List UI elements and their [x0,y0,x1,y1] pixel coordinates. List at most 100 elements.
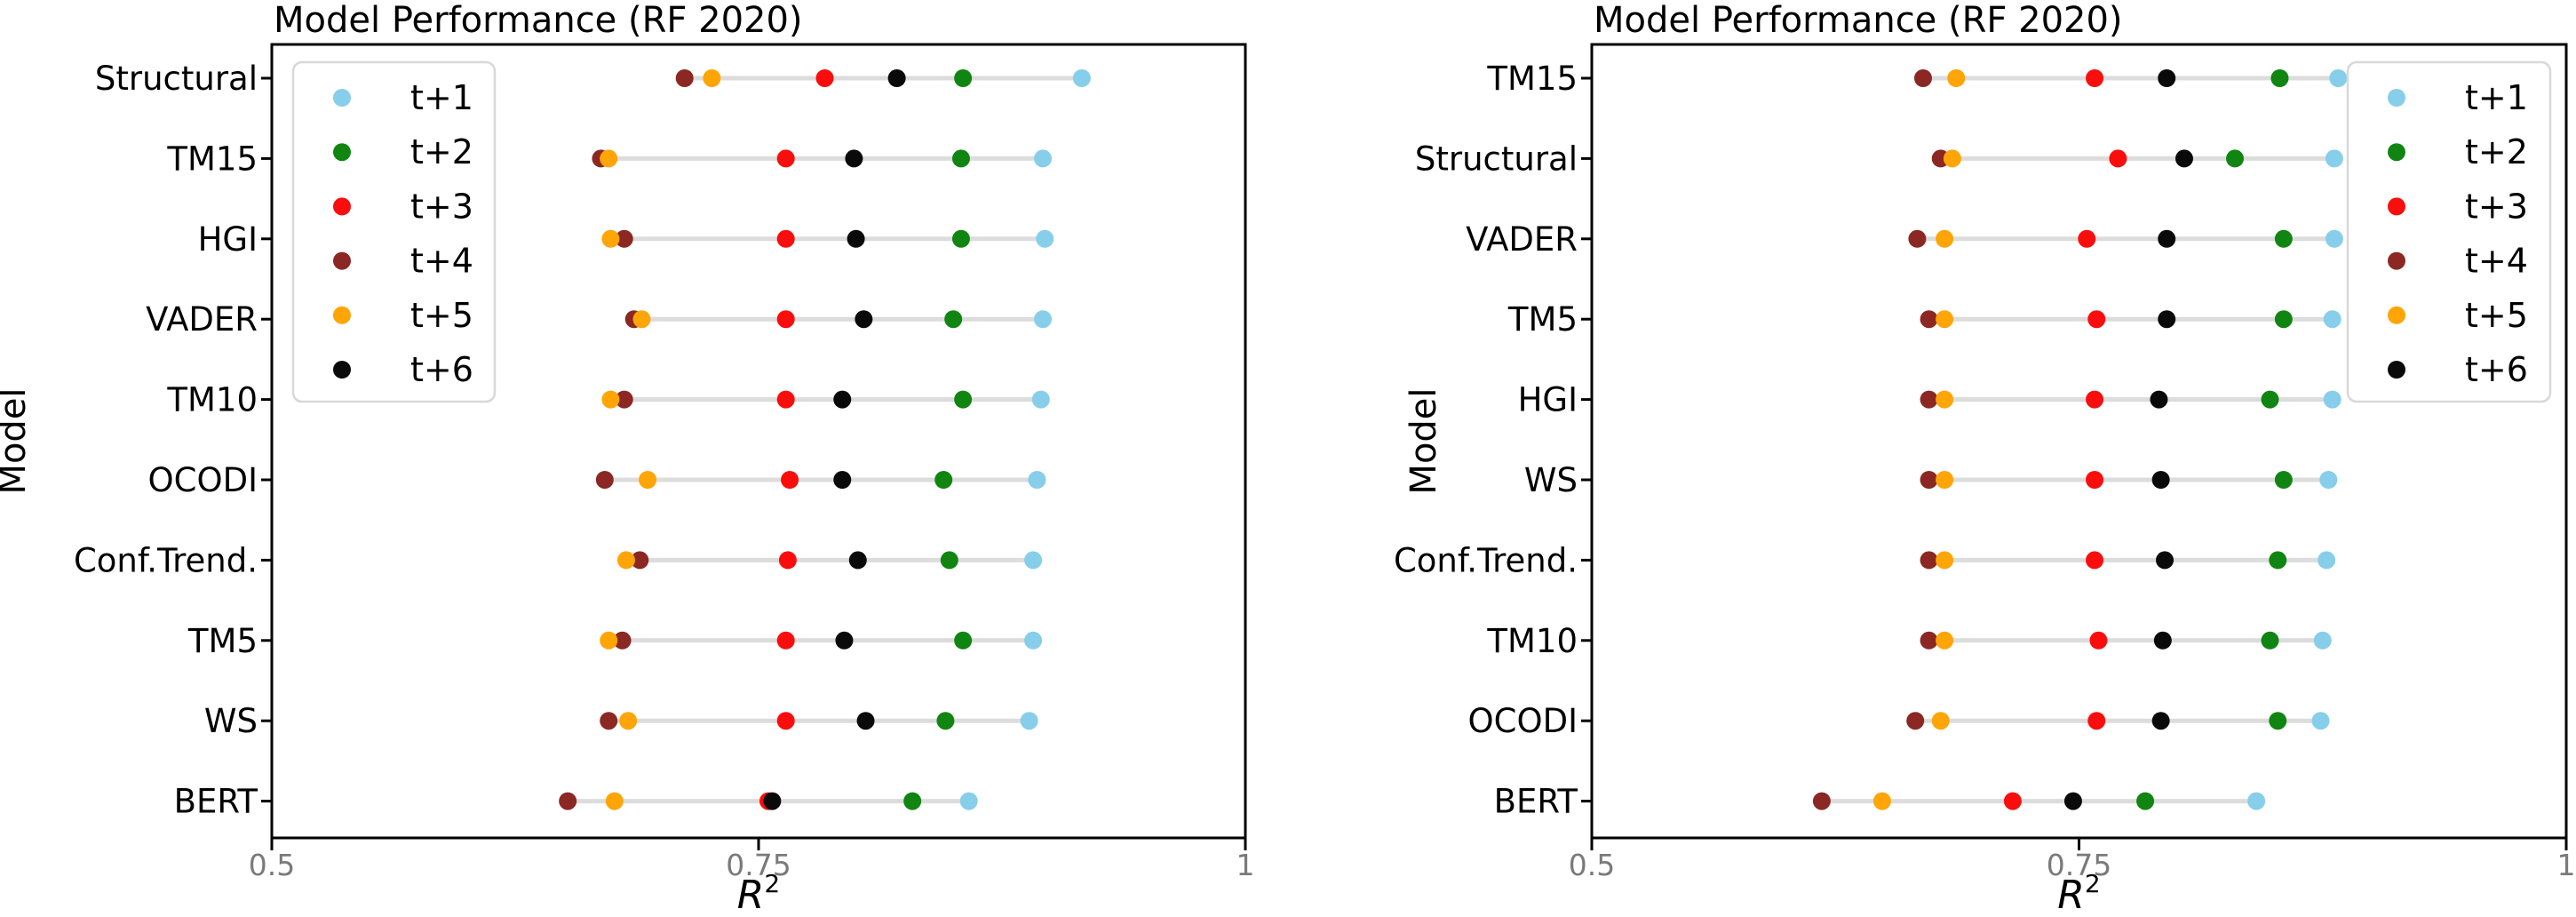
dot-ocodi-t+1 [1028,471,1046,489]
legend-item-t+2: t+2 [2388,132,2528,171]
dot-tm15-t+5 [1947,69,1966,87]
right-chart: 0.5 0.75 1 TM15 Structural VADER TM5 HGI WS Conf.… [1394,0,2576,917]
dot-structural-t+2 [2226,149,2245,168]
dot-vader-t+6 [2158,229,2176,248]
dot-bert-t+4 [1812,792,1831,810]
dot-tm15-t+2 [2270,69,2289,87]
dot-tm15-t+6 [845,149,863,168]
legend-item-t+2: t+2 [333,132,473,171]
dot-tm15-t+3 [2086,69,2104,87]
legend: t+1 t+2 t+3 t+4 t+5 t+6 [291,60,497,403]
dot-tm15-t+4 [1913,69,1932,87]
dot-tm10-t+6 [2153,631,2172,650]
dot-tm10-t+4 [615,390,633,409]
x-axis-label: R2 [2057,869,2100,917]
y-tick-label-tm5: TM5 [187,622,258,660]
dot-bert-t+4 [559,792,577,810]
y-axis-label: Model [0,387,34,494]
dot-conf.trend.-t+5 [1936,551,1954,570]
dot-hgi-t+5 [1936,390,1954,409]
y-tick-label-structural: Structural [95,60,258,98]
dot-bert-t+6 [763,792,782,810]
dot-ws-t+6 [2151,471,2170,489]
x-tick-label: 0.5 [249,848,295,882]
dot-bert-t+6 [2063,792,2082,810]
y-tick-label-tm10: TM10 [1486,622,1578,660]
dot-ocodi-t+5 [639,471,657,489]
dot-tm10-t+6 [833,390,852,409]
dot-vader-t+3 [776,310,795,329]
dot-structural-t+3 [815,69,834,87]
dot-vader-t+1 [2325,229,2343,248]
dot-vader-t+6 [855,310,873,329]
dot-hgi-t+4 [615,229,633,248]
legend-item-t+3: t+3 [2388,187,2528,226]
dot-hgi-t+1 [1036,229,1054,248]
y-tick-label-bert: BERT [174,783,258,821]
dot-tm15-t+2 [951,149,970,168]
legend-item-t+5: t+5 [333,296,473,335]
legend-marker-t+6 [2388,361,2405,379]
legend-marker-t+2 [2388,143,2405,162]
dot-conf.trend.-t+6 [848,551,867,570]
dot-conf.trend.-t+1 [1024,551,1043,570]
dot-conf.trend.-t+3 [778,551,797,570]
dot-tm10-t+3 [776,390,795,409]
dot-bert-t+1 [959,792,978,810]
y-tick-label-ocodi: OCODI [148,461,258,499]
dot-bert-t+5 [1872,792,1891,810]
dot-conf.trend.-t+3 [2086,551,2104,570]
dot-structural-t+4 [675,69,694,87]
dot-ocodi-t+4 [595,471,614,489]
dot-tm5-t+5 [600,631,618,650]
y-tick-label-hgi: HGI [1518,381,1578,419]
dot-conf.trend.-t+4 [1920,551,1938,570]
x-axis-label: R2 [737,869,780,917]
dot-tm15-t+6 [2158,69,2176,87]
y-tick-label-ws: WS [204,702,258,740]
dot-bert-t+2 [2136,792,2155,810]
dot-ocodi-t+6 [833,471,852,489]
dot-tm10-t+5 [601,390,620,409]
dot-tm15-t+3 [776,149,795,168]
legend-item-t+6: t+6 [2388,350,2528,389]
dot-tm5-t+1 [2323,310,2341,329]
legend-item-t+6: t+6 [333,350,473,389]
dot-structural-t+3 [2109,149,2127,168]
dot-tm5-t+4 [1920,310,1938,329]
dot-tm10-t+1 [2313,631,2332,650]
dot-hgi-t+6 [847,229,865,248]
y-tick-label-tm15: TM15 [1486,60,1578,98]
legend-item-t+1: t+1 [2388,78,2528,117]
x-tick-label: 0.5 [1569,848,1615,882]
dot-tm5-t+3 [2087,310,2106,329]
dot-vader-t+2 [944,310,963,329]
legend-marker-t+5 [333,306,351,324]
dot-structural-t+2 [954,69,973,87]
legend-marker-t+3 [2388,197,2405,216]
x-tick-label: 1 [1236,848,1255,882]
y-tick-label-tm10: TM10 [166,381,258,419]
dot-tm10-t+5 [1936,631,1954,650]
dot-ws-t+4 [600,712,618,730]
y-tick-label-ws: WS [1524,461,1578,499]
legend-marker-t+1 [333,89,351,107]
chart-title: Model Performance (RF 2020) [274,0,803,41]
y-tick-label-bert: BERT [1494,783,1578,821]
legend-label-t+2: t+2 [410,132,473,171]
dot-bert-t+2 [903,792,922,810]
x-tick-label: 0.75 [726,848,791,882]
y-axis-label: Model [1403,387,1444,494]
dot-bert-t+3 [2003,792,2022,810]
legend-item-t+5: t+5 [2388,296,2528,335]
dot-ocodi-t+3 [781,471,799,489]
dot-tm5-t+5 [1936,310,1954,329]
dot-ocodi-t+2 [934,471,953,489]
x-axis: 0.5 0.75 1 [249,838,1255,882]
dot-tm5-t+6 [835,631,854,650]
legend: t+1 t+2 t+3 t+4 t+5 t+6 [2346,60,2552,403]
dot-tm10-t+2 [2261,631,2279,650]
legend-label-t+5: t+5 [2465,296,2528,335]
dot-conf.trend.-t+5 [616,551,635,570]
